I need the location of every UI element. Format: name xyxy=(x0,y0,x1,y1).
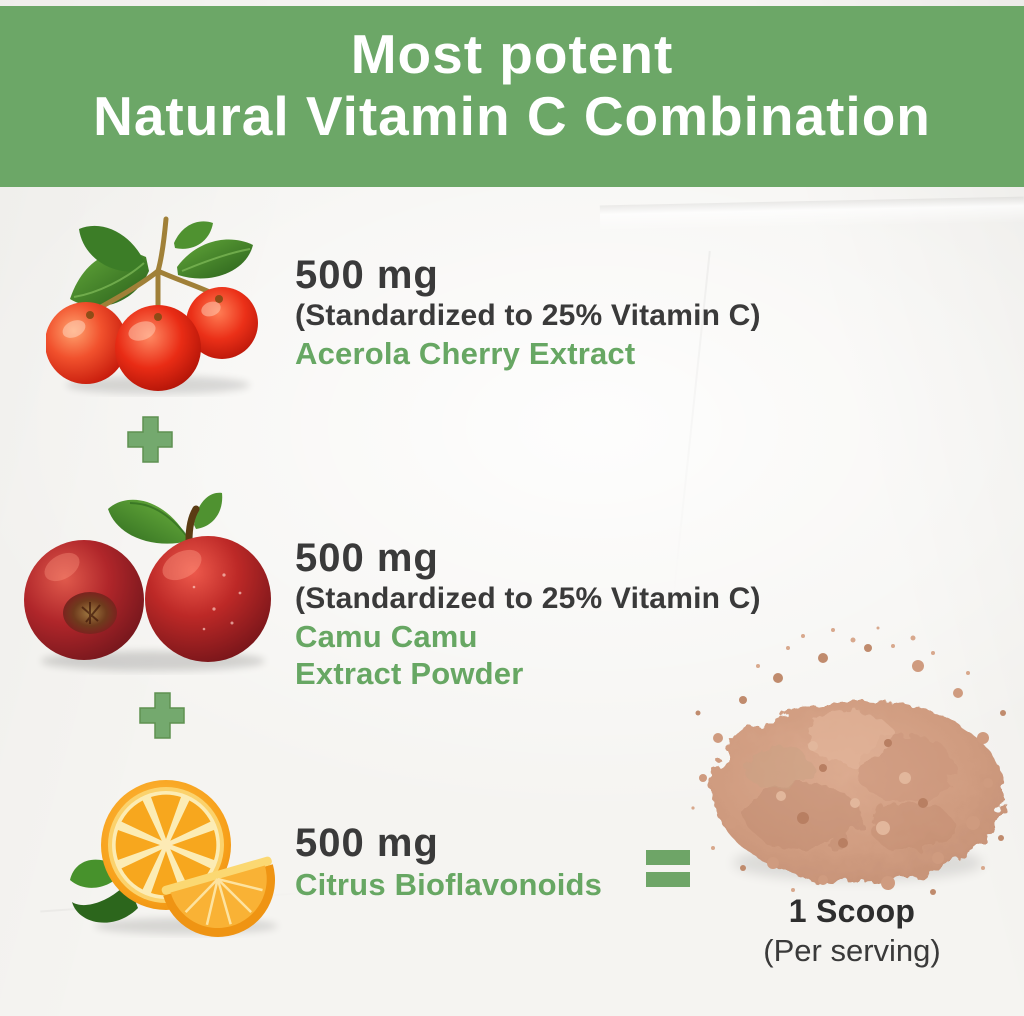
title-line-1: Most potent xyxy=(350,23,674,85)
orange-citrus-photo xyxy=(68,768,283,943)
ingredient-standardization: (Standardized to 25% Vitamin C) xyxy=(295,582,761,616)
acerola-cherries-photo xyxy=(45,215,261,402)
ingredient-amount: 500 mg xyxy=(295,253,439,297)
plus-icon xyxy=(139,692,185,744)
vitamin-c-powder-pile-photo xyxy=(683,618,1018,918)
ingredient-name-line2: Extract Powder xyxy=(295,656,524,692)
result-sublabel: (Per serving) xyxy=(763,933,941,968)
ingredient-amount: 500 mg xyxy=(295,536,439,580)
paper-crease xyxy=(599,196,1024,232)
ingredient-standardization: (Standardized to 25% Vitamin C) xyxy=(295,299,761,333)
result-label: 1 Scoop xyxy=(788,893,916,929)
equals-bar xyxy=(646,872,690,887)
camu-camu-apples-photo xyxy=(18,483,284,680)
ingredient-citrus-text: 500 mg Citrus Bioflavonoids xyxy=(295,822,602,902)
ingredient-name: Acerola Cherry Extract xyxy=(295,335,636,371)
ingredient-name: Camu Camu xyxy=(295,618,478,654)
equals-bar xyxy=(646,850,690,865)
header-banner: Most potent Natural Vitamin C Combinatio… xyxy=(0,6,1024,187)
ingredient-camu-text: 500 mg (Standardized to 25% Vitamin C) C… xyxy=(295,537,761,690)
result-label-group: 1 Scoop (Per serving) xyxy=(712,893,992,969)
title-line-2: Natural Vitamin C Combination xyxy=(93,85,931,148)
ingredient-amount: 500 mg xyxy=(295,821,439,865)
plus-icon xyxy=(127,416,173,468)
equals-icon xyxy=(646,850,690,894)
ingredient-acerola-text: 500 mg (Standardized to 25% Vitamin C) A… xyxy=(295,254,761,370)
ingredient-name: Citrus Bioflavonoids xyxy=(295,867,603,903)
